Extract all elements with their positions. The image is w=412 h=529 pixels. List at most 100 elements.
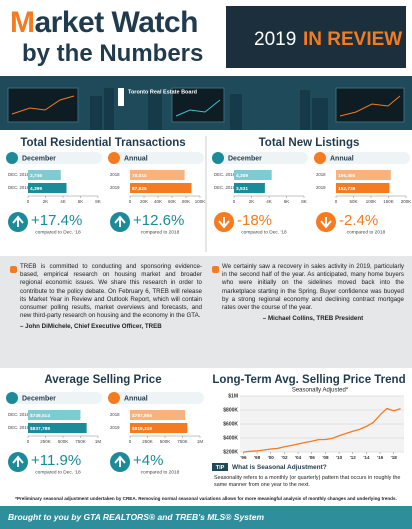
x-tick-label: 0 [233, 199, 236, 204]
x-tick-label: '02 [281, 455, 288, 460]
x-tick-label: '08 [322, 455, 329, 460]
subtitle: by the Numbers [22, 40, 204, 67]
change-arrow [12, 215, 24, 227]
value-label: $787,856 [132, 413, 152, 419]
bar [28, 170, 61, 180]
x-tick-label: '10 [336, 455, 343, 460]
tip-title: What is Seasonal Adjustment? [232, 464, 327, 471]
x-tick-label: 8K [95, 199, 101, 204]
category-label: DEC. 2018 [214, 172, 236, 177]
panel-header [6, 392, 102, 404]
change-note: compared to Dec. '18 [35, 229, 81, 235]
bar [234, 183, 265, 193]
bar [234, 170, 272, 180]
value-label: 4,309 [236, 173, 248, 179]
x-tick-label: 750K [177, 439, 188, 444]
panel-header [6, 152, 102, 164]
quote-band [0, 256, 412, 368]
bar [336, 170, 391, 180]
change-note: compared to 2018 [141, 229, 180, 235]
panel-title: December [228, 155, 262, 162]
x-tick-label: 500K [160, 439, 171, 444]
change-arrow [12, 455, 24, 467]
panel-icon [6, 392, 18, 404]
quote-text: We certainly saw a recovery in sales act… [222, 263, 404, 312]
quote-box: TREB is committed to conducting and spon… [20, 263, 202, 330]
value-label: 3,531 [236, 186, 248, 192]
change-label: +17.4% [31, 212, 82, 229]
x-tick-label: 0 [27, 199, 30, 204]
x-tick-label: 8K [301, 199, 307, 204]
panel-header [212, 152, 308, 164]
x-tick-label: 0 [335, 199, 338, 204]
x-tick-label: '96 [240, 455, 247, 460]
value-label: $837,788 [30, 426, 50, 432]
bar [336, 183, 390, 193]
bar [130, 170, 185, 180]
x-tick-label: 1M [197, 439, 204, 444]
x-tick-label: 40K [154, 199, 162, 204]
x-tick-label: 20K [140, 199, 148, 204]
category-label: 2019 [110, 425, 120, 430]
value-label: $819,319 [132, 426, 152, 432]
x-tick-label: 50K [349, 199, 357, 204]
panel-header [314, 152, 410, 164]
x-tick-label: 0 [27, 439, 30, 444]
panel-header [108, 152, 204, 164]
change-note: compared to Dec. '18 [241, 229, 287, 235]
x-tick-label: 750K [75, 439, 86, 444]
y-tick-label: $600K [223, 421, 238, 427]
monitors [7, 87, 405, 123]
x-tick-label: 100K [195, 199, 206, 204]
change-label: -18% [237, 212, 272, 229]
value-label: 4,399 [30, 186, 42, 192]
category-label: 2018 [316, 172, 326, 177]
value-label: 3,746 [30, 173, 42, 179]
panel-icon [212, 152, 224, 164]
logo: Toronto Real Estate Board [128, 89, 197, 95]
badge-text: IN REVIEW [303, 29, 402, 50]
x-tick-label: 100K [366, 199, 377, 204]
section-title: Total New Listings [259, 137, 360, 149]
tip-text: Seasonality refers to a monthly (or quar… [214, 475, 401, 488]
x-tick-label: 150K [383, 199, 394, 204]
x-tick-label: 0 [129, 439, 132, 444]
change-label: +4% [133, 452, 163, 469]
logo-mark [118, 88, 124, 106]
category-label: 2019 [110, 185, 120, 190]
panel-icon [108, 392, 120, 404]
x-tick-label: 0 [129, 199, 132, 204]
change-note: compared to 2018 [347, 229, 386, 235]
panel-title: Annual [330, 155, 354, 162]
y-tick-label: $200K [223, 449, 238, 455]
category-label: DEC. 2019 [8, 185, 30, 190]
bar [28, 410, 81, 420]
chart-subtitle: Seasonally Adjusted* [292, 388, 349, 394]
x-tick-label: '12 [350, 455, 357, 460]
x-tick-label: 6K [284, 199, 290, 204]
x-tick-label: 200K [401, 199, 412, 204]
change-arrow [114, 455, 126, 467]
value-label: 78,015 [132, 173, 147, 179]
category-label: DEC. 2018 [8, 412, 30, 417]
footer-text: Brought to you by GTA REALTORS® and TREB… [8, 512, 265, 522]
panel-title: December [22, 155, 56, 162]
y-tick-label: $800K [223, 407, 238, 413]
panel-title: December [22, 395, 56, 402]
y-tick-label: $1M [228, 393, 238, 399]
bar [28, 423, 87, 433]
x-tick-label: '18 [391, 455, 398, 460]
x-tick-label: '98 [254, 455, 261, 460]
x-tick-label: 1M [95, 439, 102, 444]
change-arrow [218, 217, 230, 229]
line-series [243, 407, 401, 453]
category-label: 2018 [110, 172, 120, 177]
x-tick-label: 80K [182, 199, 190, 204]
badge-year: 2019 [254, 29, 296, 50]
change-label: +11.9% [31, 452, 81, 469]
y-tick-label: $400K [223, 435, 238, 441]
value-label: 152,739 [338, 186, 356, 192]
quote-text: TREB is committed to conducting and spon… [20, 263, 202, 320]
